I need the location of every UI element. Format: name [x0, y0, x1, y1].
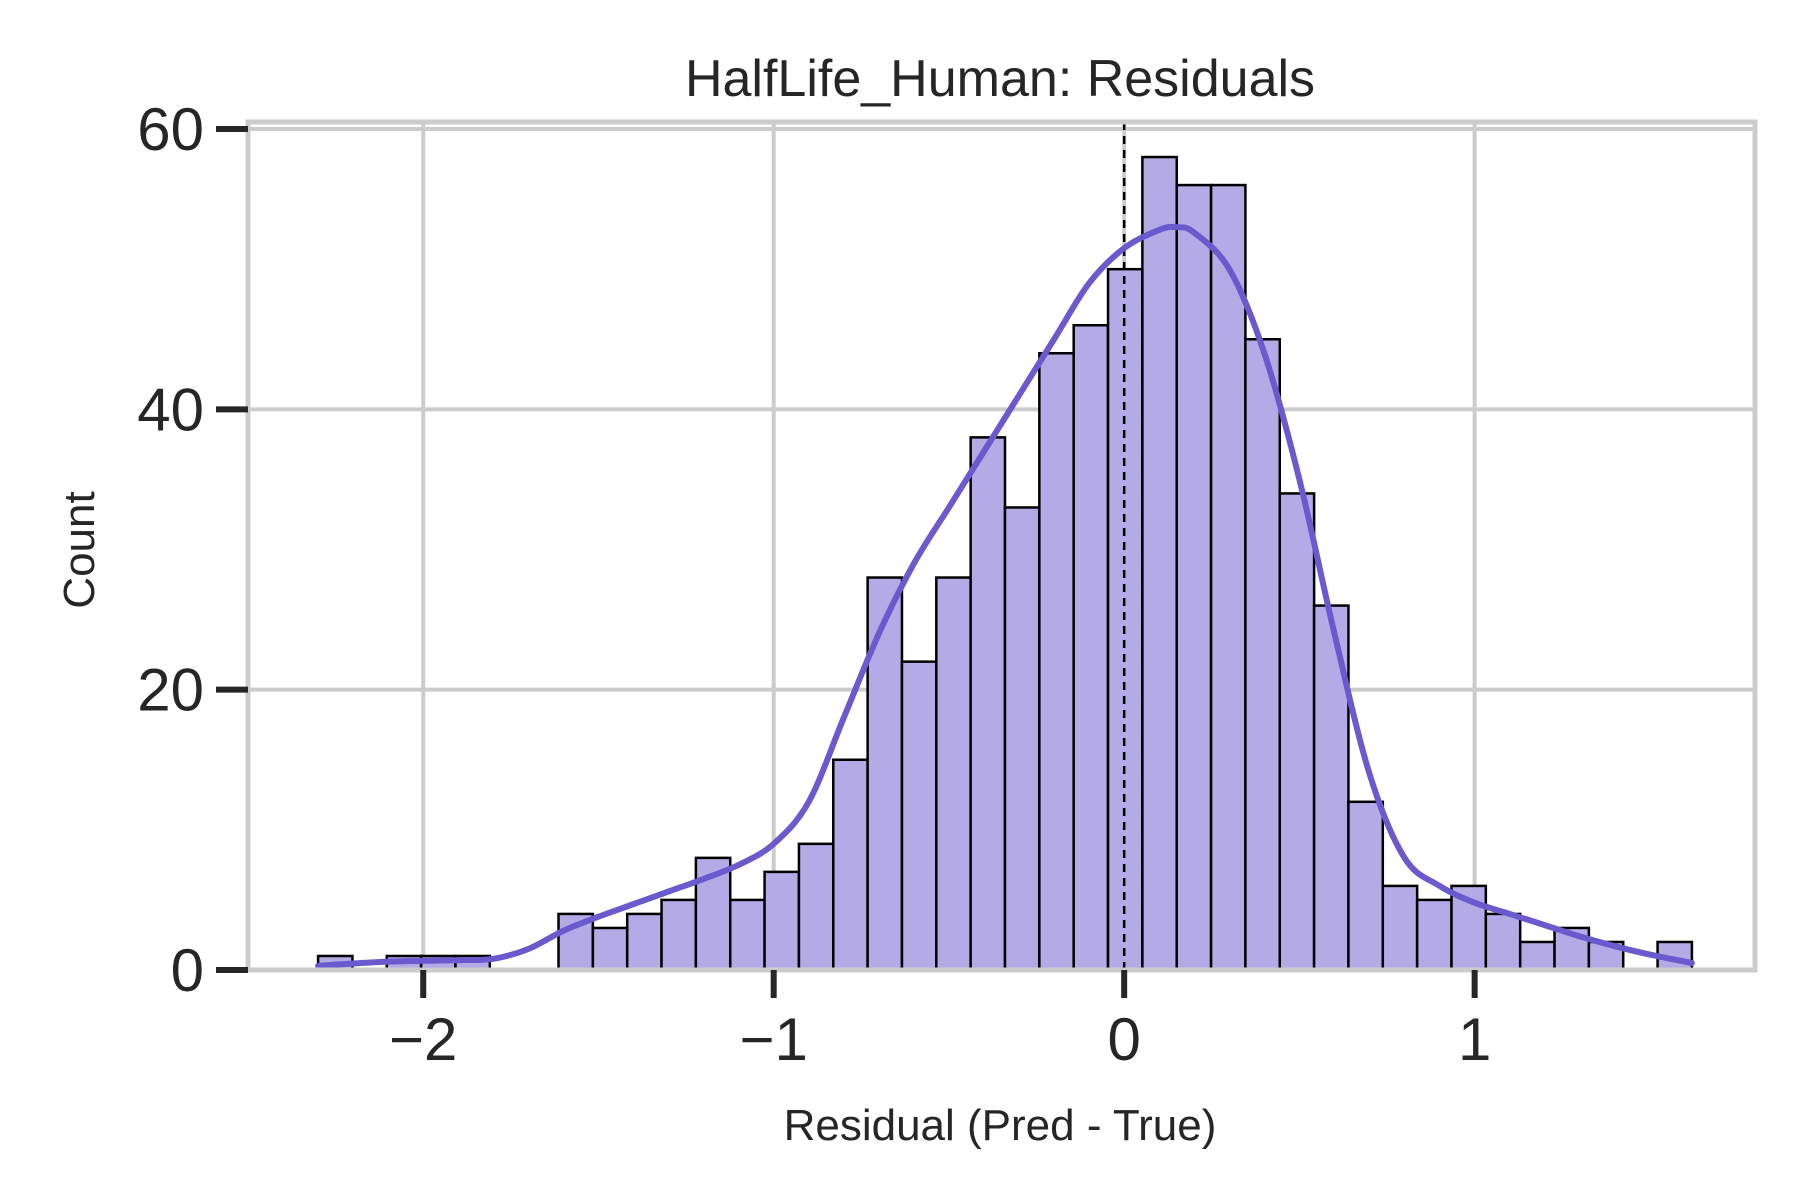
x-tick-label-2: 0 [1107, 1006, 1140, 1073]
histogram-bar-34 [1484, 912, 1522, 972]
histogram-bar-14 [797, 842, 835, 972]
x-axis-label: Residual (Pred - True) [784, 1101, 1217, 1150]
histogram-bar-22 [1072, 323, 1110, 972]
histogram-bar-9 [625, 912, 663, 972]
histogram-bar-18 [935, 576, 972, 972]
histogram-bar-15 [832, 758, 869, 972]
histogram-bar-27 [1244, 338, 1282, 972]
y-tick-label-2: 40 [137, 376, 204, 443]
histogram-bar-21 [1038, 352, 1075, 972]
x-tick-label-1: −1 [739, 1006, 807, 1073]
histogram-bar-10 [660, 898, 698, 972]
y-axis-label: Count [55, 491, 104, 608]
y-tick-label-1: 20 [137, 657, 204, 724]
histogram-bar-32 [1415, 898, 1453, 972]
histogram-bar-24 [1141, 155, 1178, 972]
histogram-bar-12 [728, 898, 766, 972]
histogram-bars [316, 155, 1694, 972]
histogram-bar-25 [1175, 183, 1213, 972]
histogram-bar-31 [1381, 884, 1419, 972]
x-tick-label-3: 1 [1458, 1006, 1491, 1073]
histogram-bar-35 [1518, 940, 1556, 972]
histogram-bar-26 [1209, 183, 1247, 972]
histogram-bar-16 [866, 576, 904, 972]
histogram-bar-13 [763, 870, 801, 972]
kde-curve [315, 223, 1695, 969]
y-tick-label-3: 60 [137, 96, 204, 163]
y-tick-label-0: 0 [171, 937, 204, 1004]
histogram-bar-17 [900, 660, 938, 972]
histogram-bar-30 [1347, 800, 1385, 972]
x-tick-label-0: −2 [389, 1006, 457, 1073]
chart-title: HalfLife_Human: Residuals [685, 50, 1315, 108]
histogram-bar-19 [969, 436, 1007, 972]
histogram-bar-28 [1278, 492, 1316, 972]
plot-frame [245, 119, 1758, 973]
histogram-bar-8 [591, 926, 629, 972]
histogram-bar-20 [1003, 506, 1041, 972]
